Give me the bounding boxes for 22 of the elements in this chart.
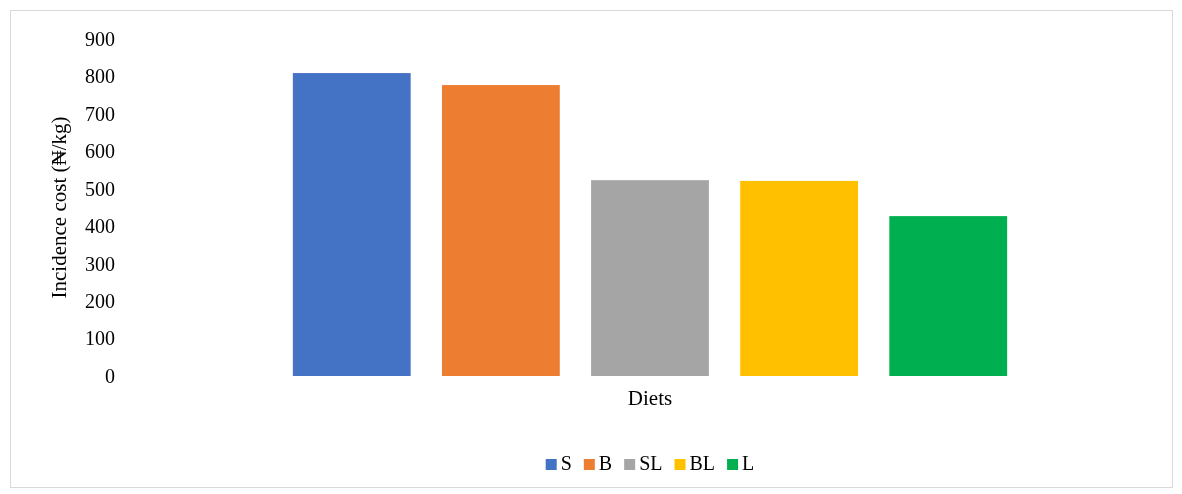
bar <box>740 180 859 376</box>
x-axis-title: Diets <box>627 386 673 410</box>
legend-label: B <box>598 452 613 474</box>
y-tick-label: 900 <box>85 27 115 50</box>
y-tick-label: 300 <box>85 252 115 275</box>
legend-label: L <box>742 452 755 474</box>
legend-label: BL <box>689 452 716 474</box>
legend-label: S <box>560 452 572 474</box>
legend-label: SL <box>639 452 663 474</box>
y-tick-label: 100 <box>85 327 115 350</box>
y-tick-label: 400 <box>85 215 115 238</box>
bar <box>292 73 411 376</box>
bar <box>591 180 709 376</box>
y-tick-label: 700 <box>85 102 115 125</box>
bar <box>441 85 560 376</box>
y-tick-label: 0 <box>105 364 115 387</box>
y-tick-label: 200 <box>85 290 115 313</box>
y-axis-title: Incidence cost (₦/kg) <box>47 116 71 299</box>
y-tick-label: 500 <box>85 177 115 200</box>
y-tick-label: 600 <box>85 140 115 163</box>
y-tick-label: 800 <box>85 65 115 88</box>
bar <box>889 216 1008 376</box>
